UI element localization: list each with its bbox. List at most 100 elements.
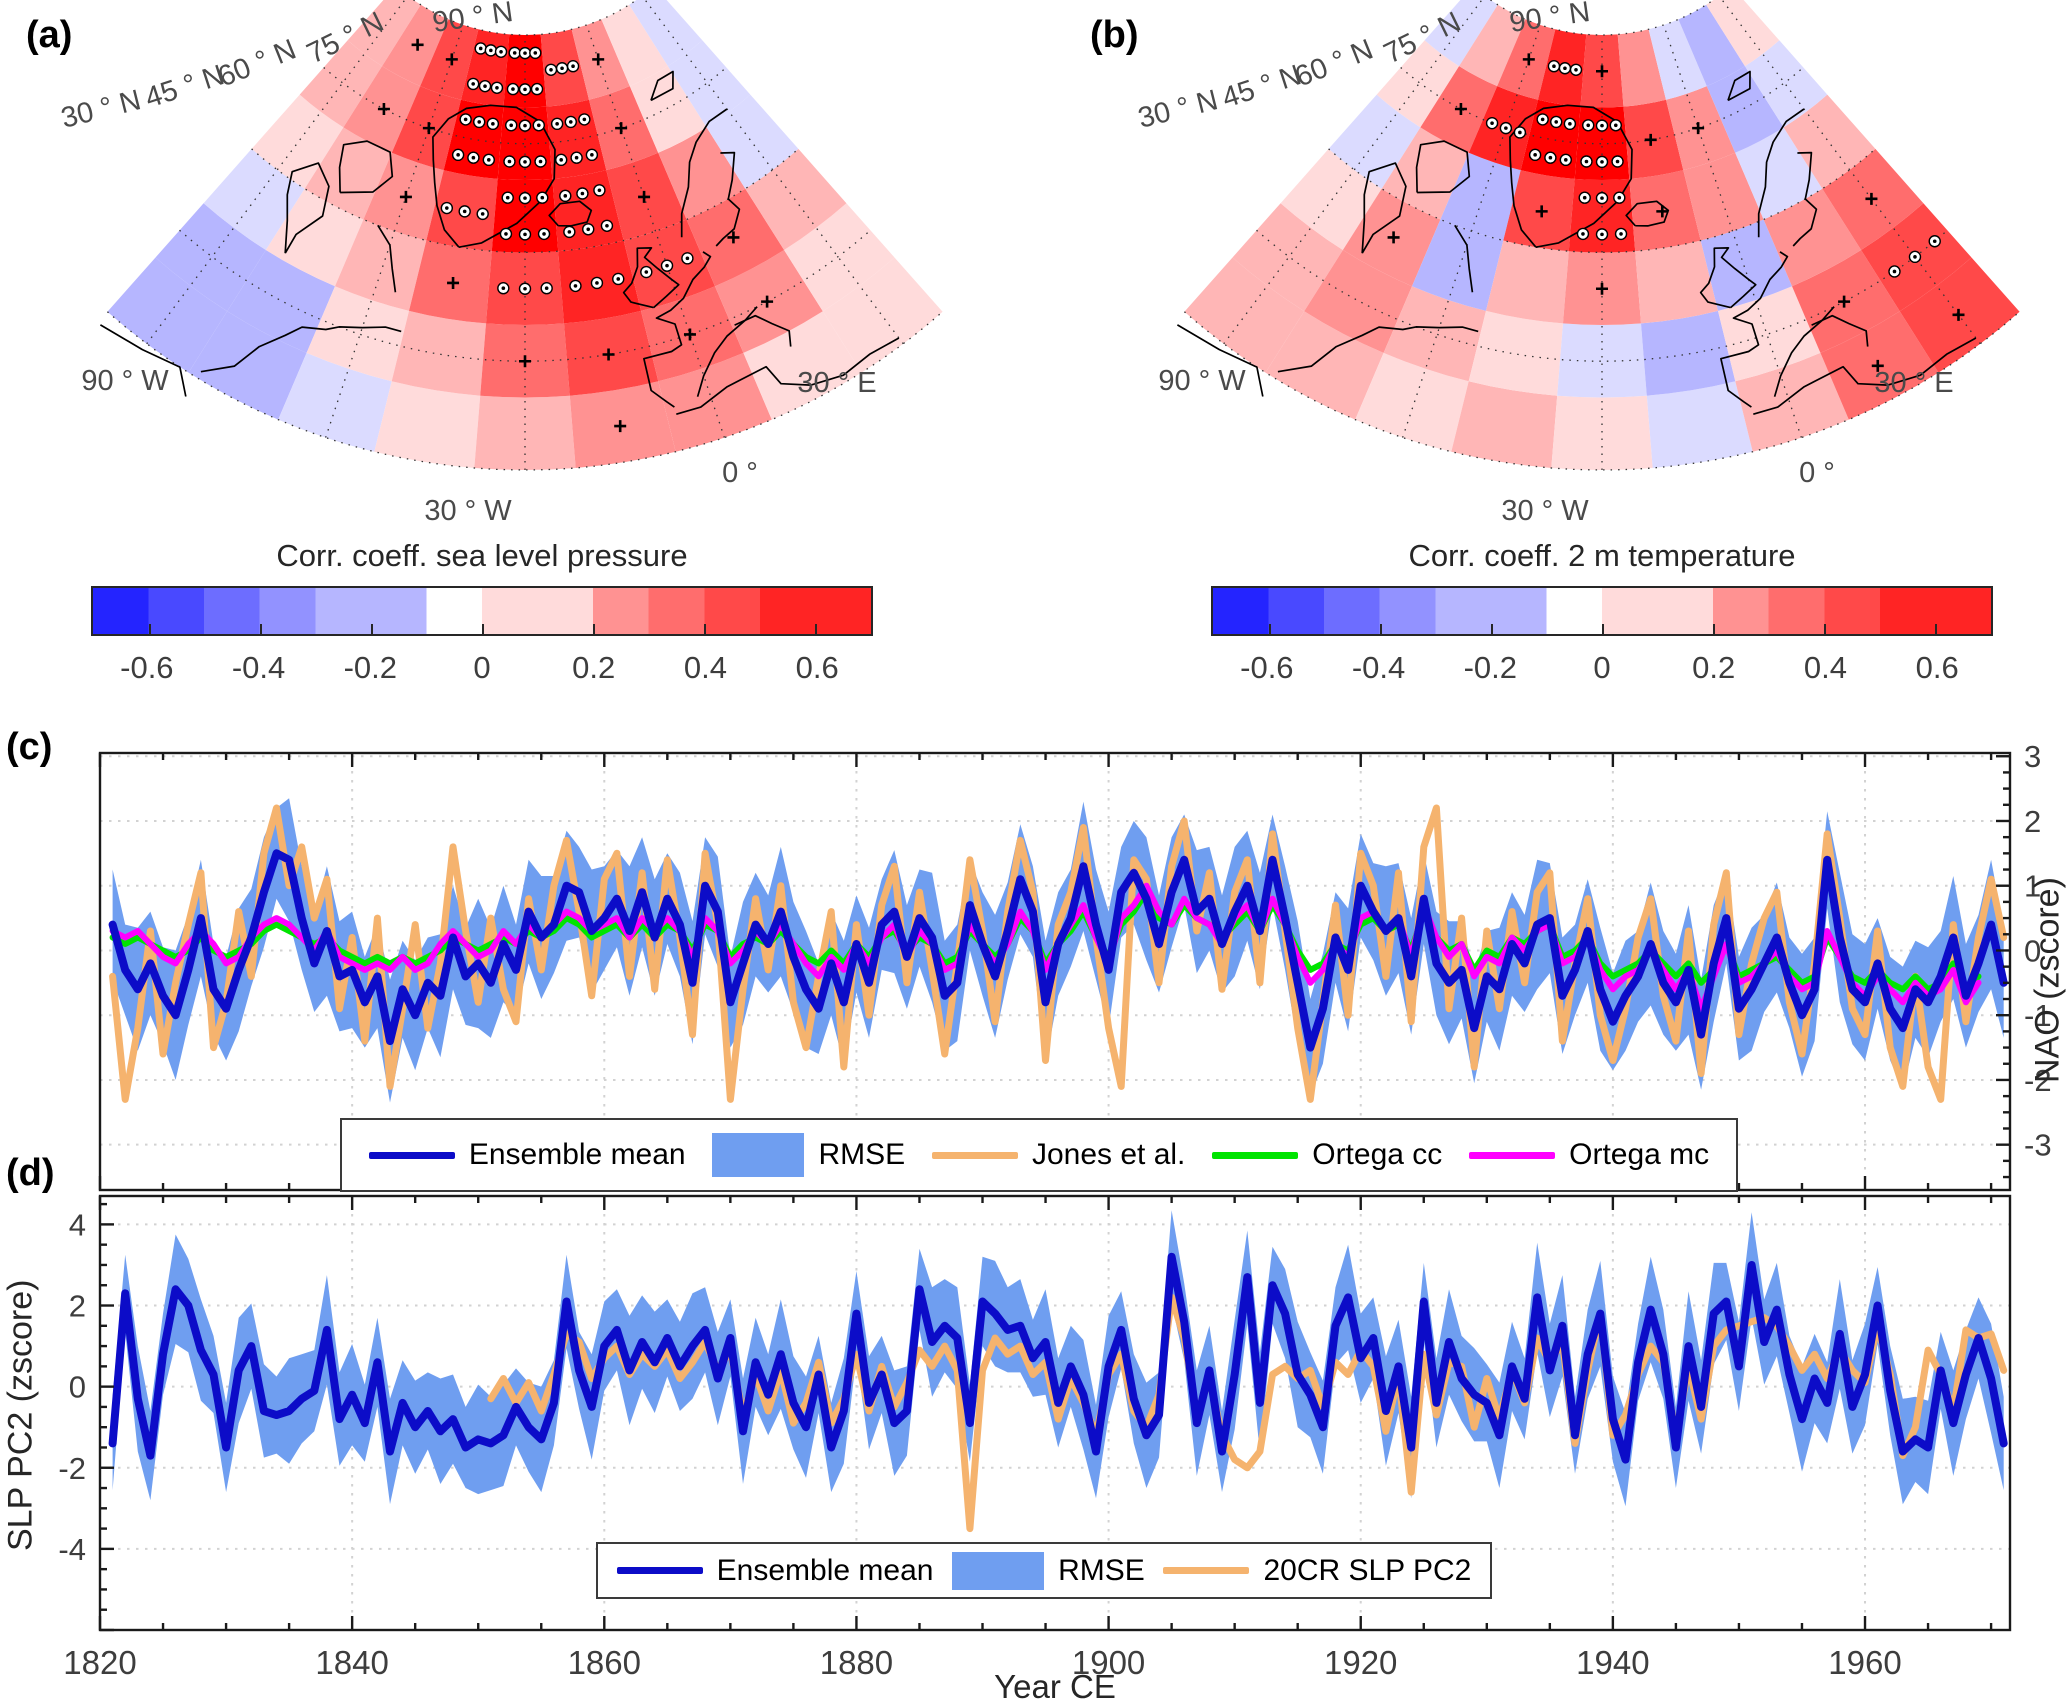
legend-slp-pc2: Ensemble mean RMSE 20CR SLP PC2 bbox=[596, 1542, 1492, 1599]
colorbar-a bbox=[91, 586, 873, 636]
svg-text:2: 2 bbox=[2024, 804, 2041, 839]
map-2m-temperature: 30 ° N45 ° N60 ° N 75 ° N 90 ° N90 ° W30 °… bbox=[1135, 0, 2021, 527]
svg-text:90 ° N: 90 ° N bbox=[431, 0, 516, 39]
colorbar-tick-label: 0.2 bbox=[1692, 650, 1736, 685]
significance-markers bbox=[1387, 53, 1965, 372]
svg-text:60 ° N: 60 ° N bbox=[1291, 34, 1378, 94]
jones-line-swatch bbox=[931, 1151, 1018, 1159]
coastlines bbox=[1176, 70, 1977, 416]
colorbar-tick-label: -0.6 bbox=[1240, 650, 1294, 685]
colorbar-tick-label: -0.4 bbox=[231, 650, 286, 685]
legend-nao: Ensemble mean RMSE Jones et al. Ortega c… bbox=[340, 1118, 1738, 1192]
ortega-cc-line-swatch bbox=[1212, 1151, 1299, 1159]
ensemble-mean-line-swatch bbox=[616, 1567, 703, 1574]
colorbar-tick-label: -0.6 bbox=[120, 650, 174, 685]
map-graticule bbox=[1183, 0, 2021, 471]
legend-item-ortega-cc: Ortega cc bbox=[1212, 1138, 1442, 1172]
colorbar-tick-label: 0.6 bbox=[1915, 650, 1959, 685]
x-tick-labels: 1820 1840 1860 1880 1900 1920 1940 1960 bbox=[63, 1644, 1901, 1681]
series-ensemble-mean bbox=[108, 1252, 2008, 1464]
panel-a-tag: (a) bbox=[26, 14, 73, 56]
legend-item-jones: Jones et al. bbox=[931, 1138, 1185, 1172]
colorbar-tick bbox=[1935, 624, 1938, 634]
slp-pc2-axis-label: SLP PC2 (zscore) bbox=[1, 1279, 40, 1551]
svg-text:4: 4 bbox=[69, 1207, 86, 1242]
panel-b-tag: (b) bbox=[1090, 14, 1139, 56]
legend-label: 20CR SLP PC2 bbox=[1263, 1553, 1472, 1587]
svg-text:30 ° E: 30 ° E bbox=[797, 367, 876, 399]
series-jones-et-al- bbox=[109, 804, 2008, 1103]
colorbar-tick-label: -0.2 bbox=[1463, 650, 1517, 685]
svg-text:0: 0 bbox=[2024, 933, 2041, 968]
svg-text:-4: -4 bbox=[58, 1532, 86, 1567]
svg-text:90 ° W: 90 ° W bbox=[81, 365, 169, 397]
colorbar-b bbox=[1211, 586, 1993, 636]
legend-item-rmse: RMSE bbox=[712, 1133, 905, 1177]
panel-d-tag: (d) bbox=[6, 1152, 55, 1194]
svg-text:90 ° W: 90 ° W bbox=[1158, 365, 1246, 397]
svg-text:-3: -3 bbox=[2024, 1128, 2052, 1163]
colorbar-tick-label: 0.2 bbox=[572, 650, 616, 685]
svg-text:1820: 1820 bbox=[63, 1644, 136, 1681]
legend-item-20cr: 20CR SLP PC2 bbox=[1163, 1554, 1471, 1588]
legend-label: Ensemble mean bbox=[468, 1138, 686, 1171]
colorbar-tick bbox=[593, 624, 596, 634]
colorbar-tick bbox=[1268, 624, 1271, 634]
series-ortega-mc bbox=[109, 882, 1982, 1012]
colorbar-a-tick-labels: -0.6 -0.4 -0.2 0 0.2 0.4 0.6 bbox=[91, 650, 873, 690]
svg-text:30 ° N: 30 ° N bbox=[1135, 84, 1221, 135]
colorbar-tick bbox=[1824, 624, 1827, 634]
svg-text:30 ° E: 30 ° E bbox=[1874, 367, 1953, 399]
svg-text:1840: 1840 bbox=[315, 1644, 388, 1681]
svg-text:30 ° W: 30 ° W bbox=[1501, 495, 1589, 527]
svg-text:0: 0 bbox=[69, 1370, 86, 1405]
timeseries-charts: -3 -2 -1 0 1 2 3 -4 -2 0 2 4 1820 1840 1860 1880 1900 192… bbox=[58, 739, 2052, 1681]
legend-item-ensemble-mean: Ensemble mean bbox=[368, 1138, 686, 1172]
rmse-band bbox=[112, 1210, 2004, 1507]
svg-text:-2: -2 bbox=[2024, 1063, 2052, 1098]
y-tick-labels: -3 -2 -1 0 1 2 3 bbox=[2024, 739, 2052, 1162]
legend-label: Ortega mc bbox=[1569, 1138, 1710, 1171]
legend-item-ensemble-mean: Ensemble mean bbox=[616, 1554, 933, 1588]
panel-c-tag: (c) bbox=[6, 726, 53, 768]
colorbar-tick bbox=[370, 624, 373, 634]
svg-text:3: 3 bbox=[2024, 739, 2041, 774]
colorbar-tick-label: 0.4 bbox=[1803, 650, 1847, 685]
colorbar-tick-label: 0.4 bbox=[683, 650, 727, 685]
svg-text:1860: 1860 bbox=[568, 1644, 641, 1681]
svg-text:1920: 1920 bbox=[1324, 1644, 1397, 1681]
svg-text:30 ° W: 30 ° W bbox=[424, 495, 512, 527]
legend-item-rmse: RMSE bbox=[952, 1551, 1145, 1590]
colorbar-tick bbox=[1379, 624, 1382, 634]
colorbar-tick bbox=[1713, 624, 1716, 634]
legend-item-ortega-mc: Ortega mc bbox=[1469, 1138, 1709, 1172]
svg-text:-1: -1 bbox=[2024, 998, 2052, 1033]
x-axis-label: Year CE bbox=[994, 1668, 1116, 1705]
20cr-line-swatch bbox=[1163, 1567, 1250, 1574]
colorbar-tick bbox=[1490, 624, 1493, 634]
colorbar-tick bbox=[259, 624, 262, 634]
svg-text:30 ° N: 30 ° N bbox=[58, 84, 144, 135]
map-graticule bbox=[106, 0, 944, 471]
colorbar-a-title: Corr. coeff. sea level pressure bbox=[276, 538, 688, 573]
colorbar-b-tick-labels: -0.6 -0.4 -0.2 0 0.2 0.4 0.6 bbox=[1211, 650, 1993, 690]
colorbar-tick-label: -0.4 bbox=[1351, 650, 1406, 685]
colorbar-tick bbox=[148, 624, 151, 634]
legend-label: RMSE bbox=[1058, 1553, 1145, 1587]
colorbar-tick bbox=[815, 624, 818, 634]
colorbar-tick bbox=[482, 624, 484, 634]
colorbar-tick-label: -0.2 bbox=[343, 650, 397, 685]
legend-label: RMSE bbox=[818, 1138, 906, 1171]
colorbar-b-title: Corr. coeff. 2 m temperature bbox=[1408, 538, 1796, 573]
coastlines bbox=[99, 70, 900, 416]
svg-text:1900: 1900 bbox=[1072, 1644, 1145, 1681]
axes bbox=[98, 1194, 2012, 1632]
colorbar-tick-label: 0.6 bbox=[795, 650, 839, 685]
ensemble-mean-line-swatch bbox=[368, 1151, 455, 1159]
rmse-patch-swatch bbox=[712, 1133, 805, 1177]
svg-text:2: 2 bbox=[69, 1289, 86, 1324]
svg-text:1880: 1880 bbox=[820, 1644, 893, 1681]
svg-text:0 °: 0 ° bbox=[722, 457, 758, 489]
svg-text:1: 1 bbox=[2024, 869, 2041, 904]
